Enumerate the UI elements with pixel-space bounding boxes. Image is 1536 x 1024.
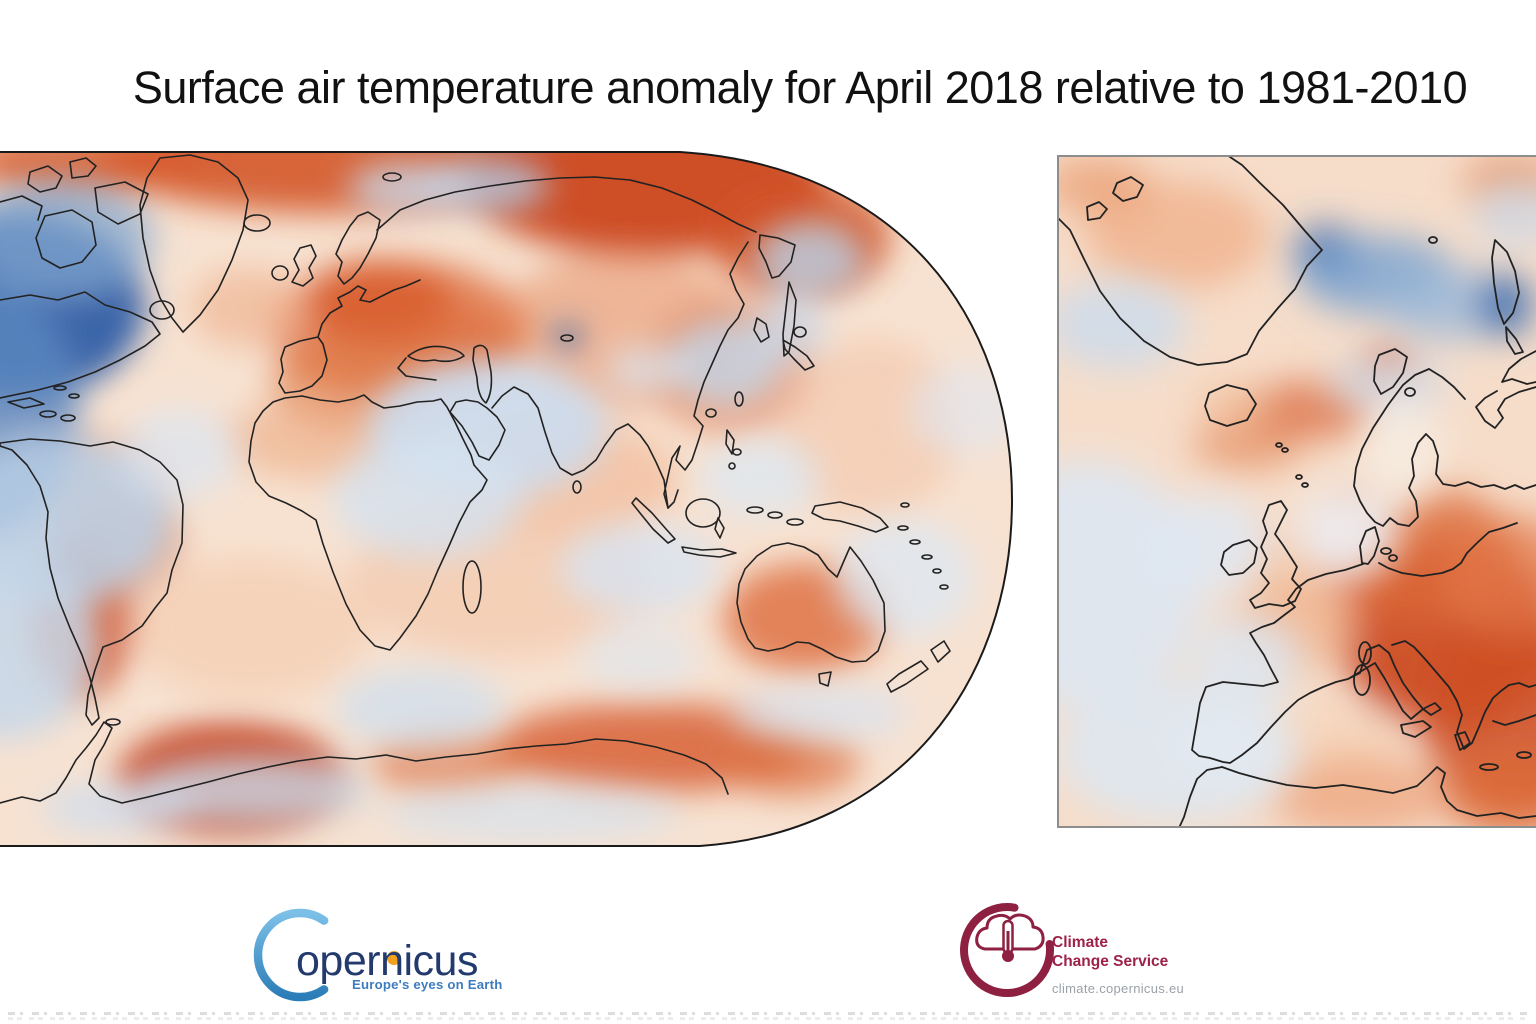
copernicus-tagline: Europe's eyes on Earth bbox=[352, 977, 502, 992]
europe-coastlines bbox=[1057, 155, 1536, 828]
world-cold-anomalies bbox=[0, 157, 1012, 843]
copernicus-sun-dot-icon bbox=[387, 951, 401, 965]
world-anomaly-field bbox=[0, 152, 1012, 846]
c3s-thermometer-bulb bbox=[1002, 950, 1014, 962]
world-coastlines bbox=[0, 154, 951, 804]
copernicus-crescent-icon bbox=[253, 908, 329, 1002]
cropped-caption-strip-2 bbox=[8, 1017, 1528, 1020]
world-anomaly-map bbox=[0, 150, 1014, 848]
climate-change-service-logo: Climate Change Service climate.copernicu… bbox=[955, 895, 1265, 1007]
europe-anomaly-field bbox=[1057, 155, 1536, 828]
c3s-title-line1: Climate bbox=[1052, 934, 1108, 951]
europe-map-border bbox=[1057, 155, 1536, 828]
c3s-crescent-icon bbox=[960, 903, 1055, 997]
europe-anomaly-map bbox=[1057, 155, 1536, 828]
copernicus-wordmark: opernicus bbox=[296, 937, 478, 985]
c3s-url: climate.copernicus.eu bbox=[1052, 981, 1184, 996]
world-map-border bbox=[0, 151, 1014, 847]
copernicus-logo: opernicus Europe's eyes on Earth bbox=[250, 898, 510, 1008]
page-title: Surface air temperature anomaly for Apri… bbox=[132, 62, 1468, 113]
cropped-caption-strip bbox=[8, 1012, 1528, 1015]
c3s-title-line2: Change Service bbox=[1052, 953, 1169, 970]
